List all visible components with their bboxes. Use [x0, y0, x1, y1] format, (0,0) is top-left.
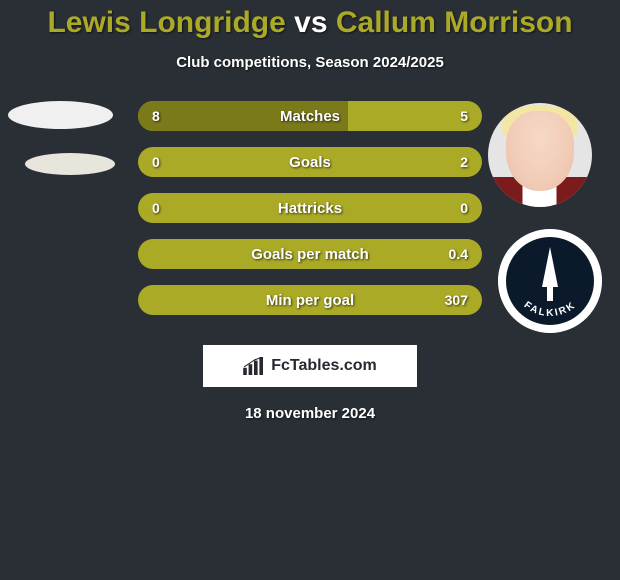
bar-fill [138, 101, 348, 131]
bar-label: Goals [138, 147, 482, 177]
player-a-avatar-placeholder [8, 101, 113, 129]
bar-value-left [138, 239, 166, 269]
bar-value-right: 0.4 [435, 239, 482, 269]
watermark-text: FcTables.com [271, 357, 377, 375]
bar-row: 0.4Goals per match [138, 239, 482, 269]
bars-container: 85Matches02Goals00Hattricks0.4Goals per … [138, 101, 482, 331]
bar-row: 0 2Goals [138, 147, 482, 177]
player-b-avatar [488, 103, 592, 207]
bar-value-right: 307 [431, 285, 482, 315]
subtitle: Club competitions, Season 2024/2025 [0, 54, 620, 71]
bar-value-left: 0 [138, 147, 174, 177]
player-b-club-logo: FALKIRK [498, 229, 602, 333]
footer-date: 18 november 2024 [0, 405, 620, 422]
page-title: Lewis Longridge vs Callum Morrison [0, 0, 620, 40]
bar-value-left [138, 285, 166, 315]
bar-value-right: 0 [446, 193, 482, 223]
bar-value-left: 0 [138, 193, 174, 223]
bar-value-right: 2 [446, 147, 482, 177]
player-b-face [506, 111, 574, 191]
bar-label: Goals per match [138, 239, 482, 269]
bar-row: 0 0Hattricks [138, 193, 482, 223]
bar-label: Hattricks [138, 193, 482, 223]
player-b-name: Callum Morrison [336, 6, 573, 39]
bar-row: 307Min per goal [138, 285, 482, 315]
bar-value-right: 5 [446, 101, 482, 131]
player-a-name: Lewis Longridge [47, 6, 285, 39]
bar-row: 85Matches [138, 101, 482, 131]
player-a-club-placeholder [25, 153, 115, 175]
vs-separator: vs [294, 6, 327, 39]
chart-icon [243, 357, 265, 375]
watermark-box: FcTables.com [203, 345, 417, 387]
bar-label: Min per goal [138, 285, 482, 315]
comparison-chart: FALKIRK 85Matches02Goals00Hattricks0.4Go… [0, 101, 620, 331]
